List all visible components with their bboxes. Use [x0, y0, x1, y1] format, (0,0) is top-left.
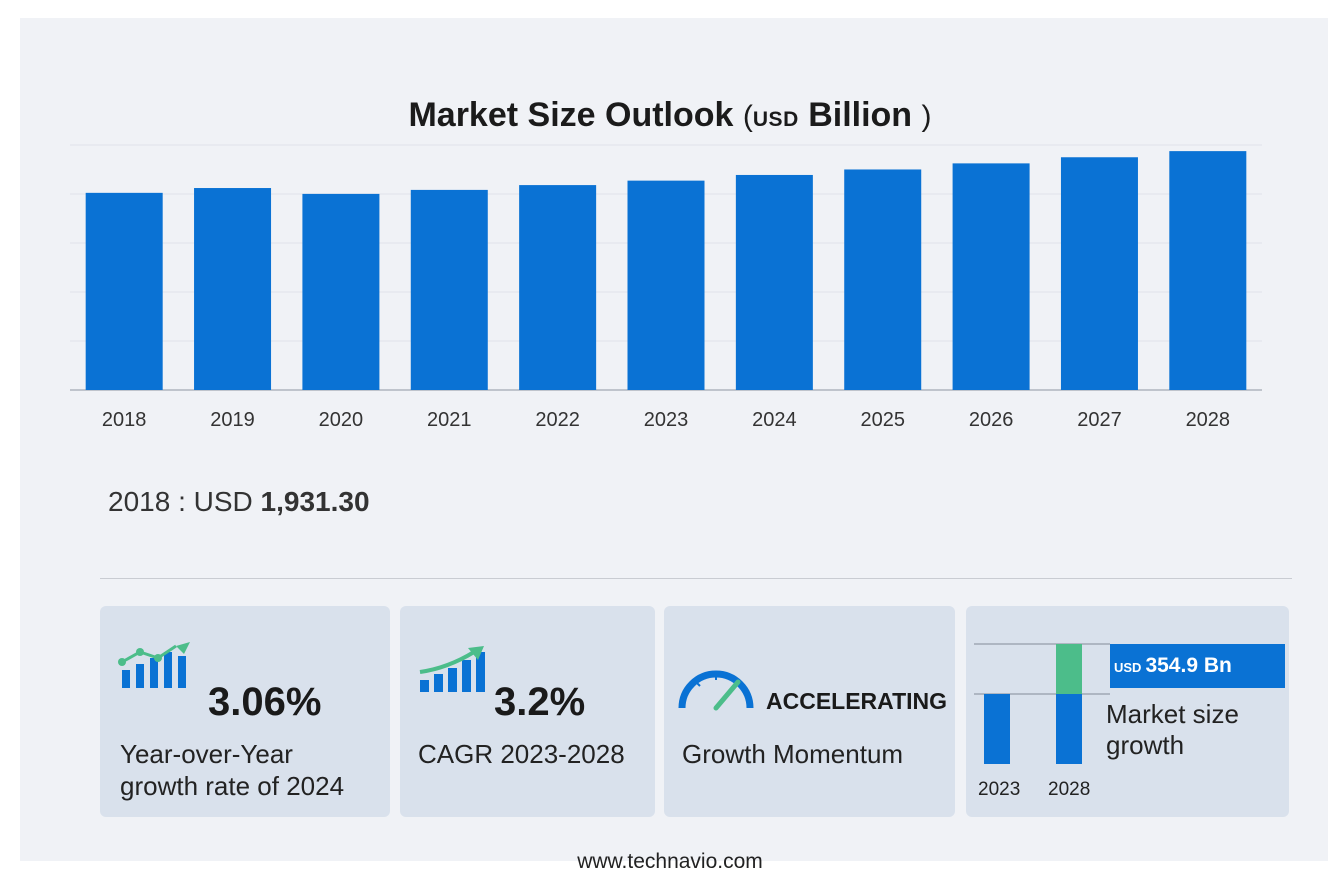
base-year-number: 1,931.30: [260, 486, 370, 517]
yoy-caption-line1: Year-over-Year: [120, 739, 293, 769]
growth-badge-currency: USD: [1114, 660, 1142, 675]
bar-2027: [1060, 157, 1138, 390]
infographic-panel: Market Size Outlook (USD Billion ) 2018 2…: [20, 18, 1328, 873]
x-tick-label-2020: 2020: [319, 409, 364, 431]
bar-2018: [85, 192, 163, 390]
cagr-caption: CAGR 2023-2028: [418, 739, 625, 769]
title-unit-small: USD: [752, 108, 799, 131]
mini-bar-growth-segment: [1056, 644, 1082, 694]
title-open-paren: (: [742, 100, 753, 133]
speedometer-icon: [678, 670, 754, 711]
momentum-word: ACCELERATING: [766, 688, 948, 714]
divider: [100, 578, 1292, 579]
title-main: Market Size Outlook: [408, 96, 734, 134]
growth-caption: Market size growth: [1106, 699, 1239, 761]
x-tick-label-2024: 2024: [752, 409, 797, 431]
bar-2019: [194, 188, 272, 390]
yoy-caption-line2: growth rate of 2024: [120, 771, 345, 801]
x-tick-label-2026: 2026: [969, 409, 1014, 431]
bar-2020: [302, 193, 380, 390]
x-tick-labels: 2018 2019 2020 2021 2022 2023 2024 2025 2026 2027…: [102, 409, 1230, 431]
growth-mini-chart: [974, 643, 1110, 764]
bar-2023: [627, 180, 705, 390]
bar-2022: [519, 185, 597, 390]
growth-caption-line2: growth: [1106, 730, 1185, 760]
bar-2028: [1169, 151, 1247, 390]
x-tick-label-2021: 2021: [427, 409, 472, 431]
kpi-card-yoy: 3.06% Year-over-Year growth rate of 2024: [100, 606, 390, 817]
rising-bars-icon: [419, 646, 485, 692]
bar-2025: [844, 169, 922, 390]
mini-year-end: 2028: [1048, 779, 1091, 800]
growth-caption-line1: Market size: [1106, 699, 1239, 729]
x-tick-label-2023: 2023: [644, 409, 689, 431]
base-year-value: 2018 : USD 1,931.30: [108, 486, 370, 518]
x-tick-label-2028: 2028: [1186, 409, 1231, 431]
x-tick-label-2025: 2025: [860, 409, 905, 431]
mini-bar-2023: [984, 694, 1010, 764]
x-tick-label-2022: 2022: [535, 409, 580, 431]
growth-badge-value: 354.9 Bn: [1145, 654, 1232, 677]
trend-bars-icon: [118, 642, 190, 688]
kpi-card-momentum: ACCELERATING Growth Momentum: [664, 606, 955, 817]
x-tick-label-2027: 2027: [1077, 409, 1122, 431]
bar-chart: 2018 2019 2020 2021 2022 2023 2024 2025 2026 2027…: [70, 144, 1262, 431]
kpi-card-cagr: 3.2% CAGR 2023-2028: [400, 606, 655, 817]
title-unit: Billion: [808, 96, 913, 134]
footer-url: www.technavio.com: [577, 850, 763, 873]
bar-2024: [735, 174, 813, 390]
growth-badge: USD 354.9 Bn: [1110, 644, 1285, 688]
x-tick-label-2018: 2018: [102, 409, 147, 431]
mini-bar-2028: [1056, 694, 1082, 764]
yoy-value: 3.06%: [208, 680, 322, 724]
bar-2026: [952, 163, 1030, 390]
kpi-card-market-growth: 2023 2028 USD 354.9 Bn Market size growth: [966, 606, 1289, 817]
mini-year-start: 2023: [978, 779, 1021, 800]
title-close-paren: ): [921, 100, 932, 133]
momentum-caption: Growth Momentum: [682, 739, 904, 769]
chart-title: Market Size Outlook (USD Billion ): [20, 96, 1320, 135]
cagr-value: 3.2%: [494, 680, 586, 724]
x-tick-label-2019: 2019: [210, 409, 255, 431]
bar-2021: [410, 189, 488, 390]
base-year-label: 2018 : USD: [108, 486, 253, 517]
bars: [85, 151, 1247, 390]
